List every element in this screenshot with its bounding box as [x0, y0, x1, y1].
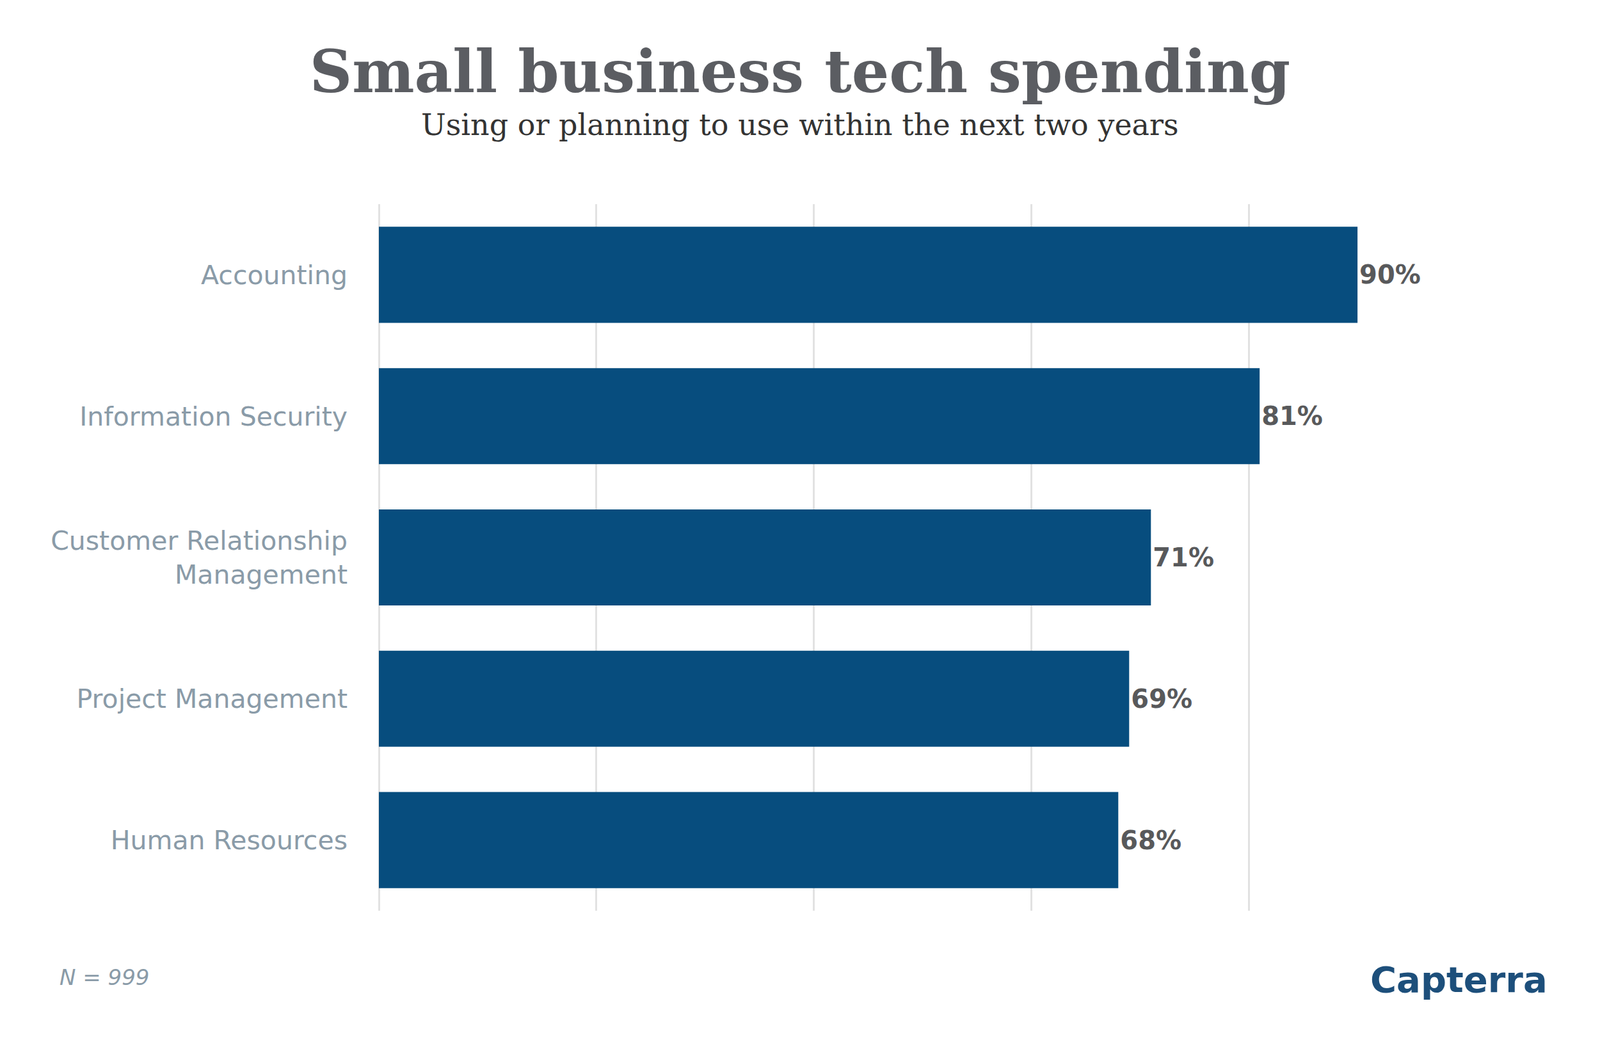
- svg-text:69%: 69%: [1130, 684, 1193, 714]
- svg-text:Using or planning to use withi: Using or planning to use within the next…: [421, 107, 1179, 143]
- svg-text:Project Management: Project Management: [76, 683, 348, 715]
- svg-text:71%: 71%: [1152, 542, 1215, 573]
- svg-text:Human Resources: Human Resources: [110, 824, 348, 856]
- svg-text:68%: 68%: [1120, 825, 1182, 856]
- svg-text:Capterra: Capterra: [1370, 958, 1548, 1001]
- svg-text:81%: 81%: [1261, 401, 1323, 431]
- svg-text:N = 999: N = 999: [59, 964, 150, 991]
- svg-text:Information Security: Information Security: [79, 401, 348, 432]
- svg-text:90%: 90%: [1359, 259, 1421, 290]
- svg-text:Small business tech spending: Small business tech spending: [309, 37, 1291, 107]
- svg-text:Accounting: Accounting: [200, 259, 348, 291]
- svg-text:Customer RelationshipManagemen: Customer RelationshipManagement: [50, 525, 348, 591]
